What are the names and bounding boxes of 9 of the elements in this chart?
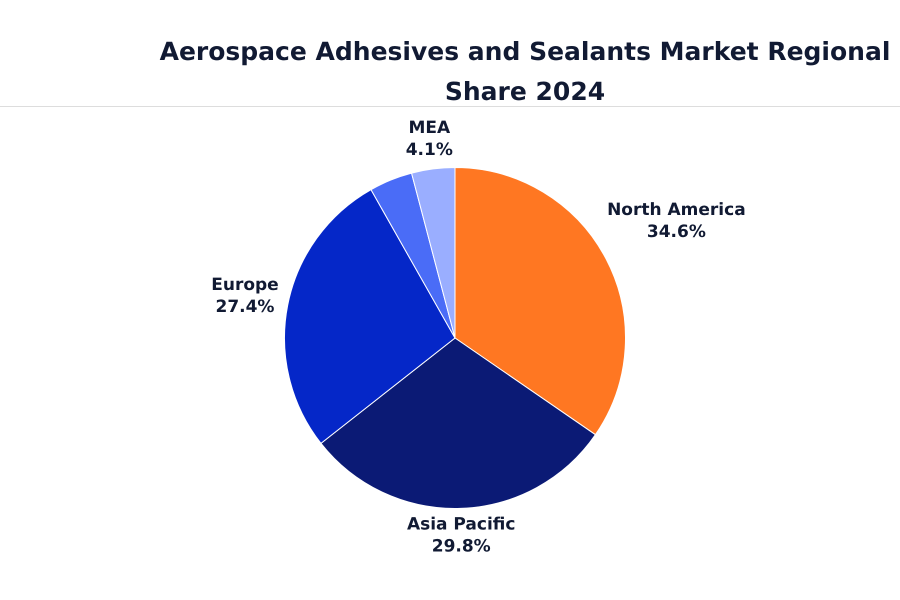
slice-label: Europe [211,274,279,295]
slice-label: Asia Pacific [406,514,516,534]
data-label: 29.8% [432,536,491,556]
data-label: 34.6% [646,222,706,242]
chart-title: Aerospace Adhesives and Sealants Market Regional Share 2024 [158,36,892,108]
slice-label: North America [607,200,746,220]
data-label: 4.1% [406,140,453,160]
data-label: 27.4% [215,296,274,317]
slice-label: MEA [408,118,451,138]
